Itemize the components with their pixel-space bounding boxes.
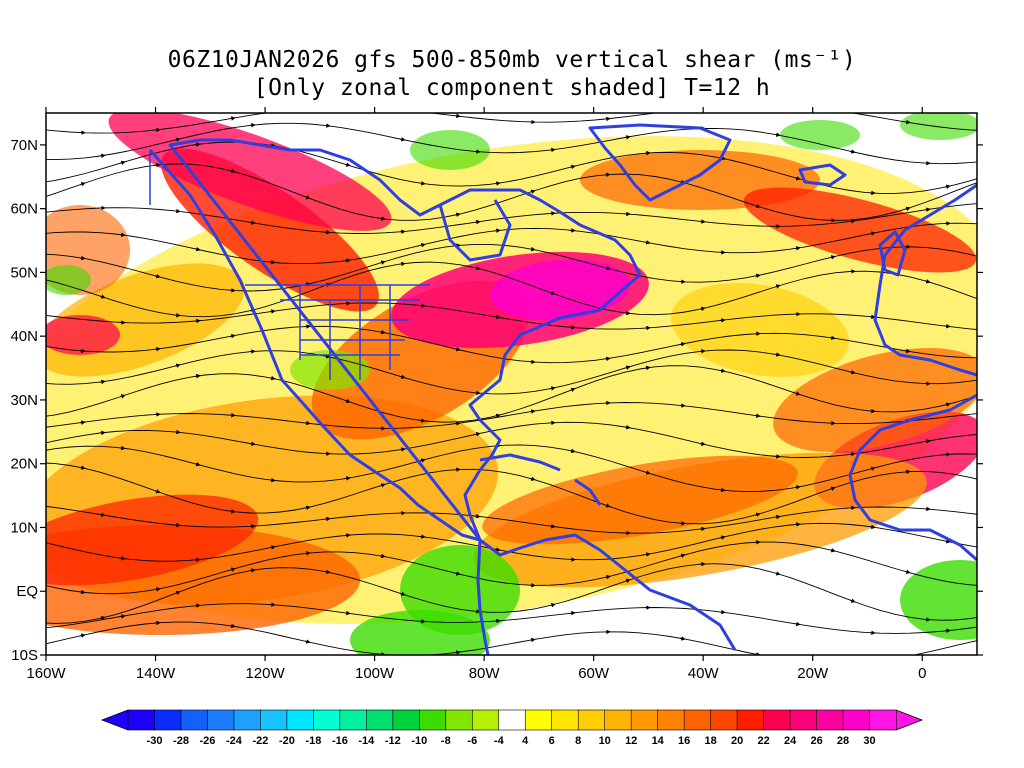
colorbar-label: 30 xyxy=(863,735,875,747)
colorbar-label: -24 xyxy=(226,735,243,747)
lon-tick-label: 20W xyxy=(797,665,829,682)
lon-tick-label: 100W xyxy=(355,665,395,682)
lat-tick-label: 10N xyxy=(10,519,38,536)
lon-tick-label: 80W xyxy=(469,665,501,682)
coastline-iceland xyxy=(798,163,847,187)
colorbar-label: -28 xyxy=(173,735,189,747)
colorbar-swatch xyxy=(127,709,156,731)
lon-tick-label: 60W xyxy=(578,665,610,682)
coastline-caribbean xyxy=(479,453,602,506)
colorbar-swatch xyxy=(604,709,632,731)
lon-tick-label: 40W xyxy=(688,665,720,682)
colorbar-min-arrow xyxy=(100,709,129,731)
colorbar-swatch xyxy=(657,709,685,731)
colorbar-label: -10 xyxy=(411,735,427,747)
colorbar-swatch xyxy=(286,709,314,731)
colorbar-label: 22 xyxy=(757,735,769,747)
colorbar-label: 10 xyxy=(599,735,611,747)
chart-subtitle: [Only zonal component shaded] T=12 h xyxy=(253,75,771,101)
lat-tick-label: EQ xyxy=(16,583,38,600)
colorbar-label: -26 xyxy=(199,735,215,747)
coastline-greenland xyxy=(588,123,732,202)
colorbar-max-arrow xyxy=(895,709,924,731)
colorbar-swatch xyxy=(233,709,262,731)
colorbar-label: 14 xyxy=(652,735,665,747)
colorbar-label: -12 xyxy=(385,735,401,747)
colorbar-label: -16 xyxy=(332,735,348,747)
colorbar-swatch xyxy=(789,709,818,731)
lat-tick-label: 20N xyxy=(10,456,38,473)
colorbar-label: 18 xyxy=(704,735,716,747)
colorbar-swatch xyxy=(816,709,844,731)
chart-title: 06Z10JAN2026 gfs 500-850mb vertical shea… xyxy=(167,47,857,73)
coastline-north-america xyxy=(148,138,642,542)
colorbar-swatch xyxy=(683,709,712,731)
colorbar-label: -4 xyxy=(494,735,505,747)
colorbar-label: -6 xyxy=(467,735,477,747)
colorbar-label: 20 xyxy=(731,735,743,747)
colorbar-swatch xyxy=(207,709,235,731)
colorbar-swatch xyxy=(763,709,791,731)
coastline-british-isles xyxy=(878,230,907,277)
lon-tick-label: 120W xyxy=(245,665,285,682)
colorbar-swatch xyxy=(630,709,659,731)
lon-tick-label: 160W xyxy=(26,665,66,682)
colorbar-swatch xyxy=(154,709,182,731)
colorbar-label: -30 xyxy=(147,735,163,747)
lon-tick-label: 140W xyxy=(136,665,176,682)
colorbar-swatch xyxy=(260,709,288,731)
colorbar-label: 4 xyxy=(522,735,529,747)
colorbar-label: 12 xyxy=(625,735,637,747)
colorbar-swatch xyxy=(524,709,553,731)
colorbar-swatch xyxy=(471,709,500,731)
shear-shading xyxy=(46,113,977,655)
colorbar-swatch xyxy=(577,709,606,731)
colorbar-swatch xyxy=(869,709,897,731)
lat-tick-label: 10S xyxy=(11,647,38,664)
colorbar-label: 16 xyxy=(678,735,690,747)
colorbar-label: 24 xyxy=(784,735,797,747)
colorbar-swatch xyxy=(392,709,420,731)
colorbar-swatch xyxy=(313,709,341,731)
colorbar-swatch xyxy=(366,709,394,731)
colorbar-label: -14 xyxy=(358,735,375,747)
colorbar-label: 6 xyxy=(549,735,555,747)
colorbar-swatch xyxy=(180,709,209,731)
lat-tick-label: 30N xyxy=(10,392,38,409)
colorbar: -30 -28 -26 -24 -22 -20 -18 -16 -14 -12 -10 -8 -6 -4 4… xyxy=(100,709,924,747)
colorbar-swatch xyxy=(551,709,579,731)
map-frame xyxy=(45,112,978,656)
coastlines xyxy=(148,123,977,655)
lat-tick-label: 50N xyxy=(10,264,38,281)
colorbar-swatch xyxy=(445,709,473,731)
lat-tick-label: 40N xyxy=(10,328,38,345)
colorbar-label: -20 xyxy=(279,735,295,747)
coastline-south-america xyxy=(476,533,737,655)
colorbar-swatch xyxy=(736,709,765,731)
colorbar-label: 28 xyxy=(837,735,849,747)
coastline-hudson-bay xyxy=(438,199,512,262)
colorbar-label: -18 xyxy=(305,735,321,747)
colorbar-label: -22 xyxy=(252,735,268,747)
colorbar-swatch xyxy=(842,709,871,731)
colorbar-label: 26 xyxy=(810,735,822,747)
coastline-europe-africa xyxy=(848,183,977,562)
lat-tick-label: 70N xyxy=(10,137,38,154)
lon-tick-label: 0 xyxy=(918,665,926,682)
colorbar-swatch xyxy=(419,709,447,731)
colorbar-swatch xyxy=(339,709,367,731)
lat-tick-label: 60N xyxy=(10,201,38,218)
colorbar-swatch xyxy=(710,709,738,731)
colorbar-label: -8 xyxy=(441,735,451,747)
colorbar-swatch xyxy=(498,709,526,731)
political-boundaries xyxy=(149,150,430,380)
colorbar-label: 8 xyxy=(575,735,581,747)
